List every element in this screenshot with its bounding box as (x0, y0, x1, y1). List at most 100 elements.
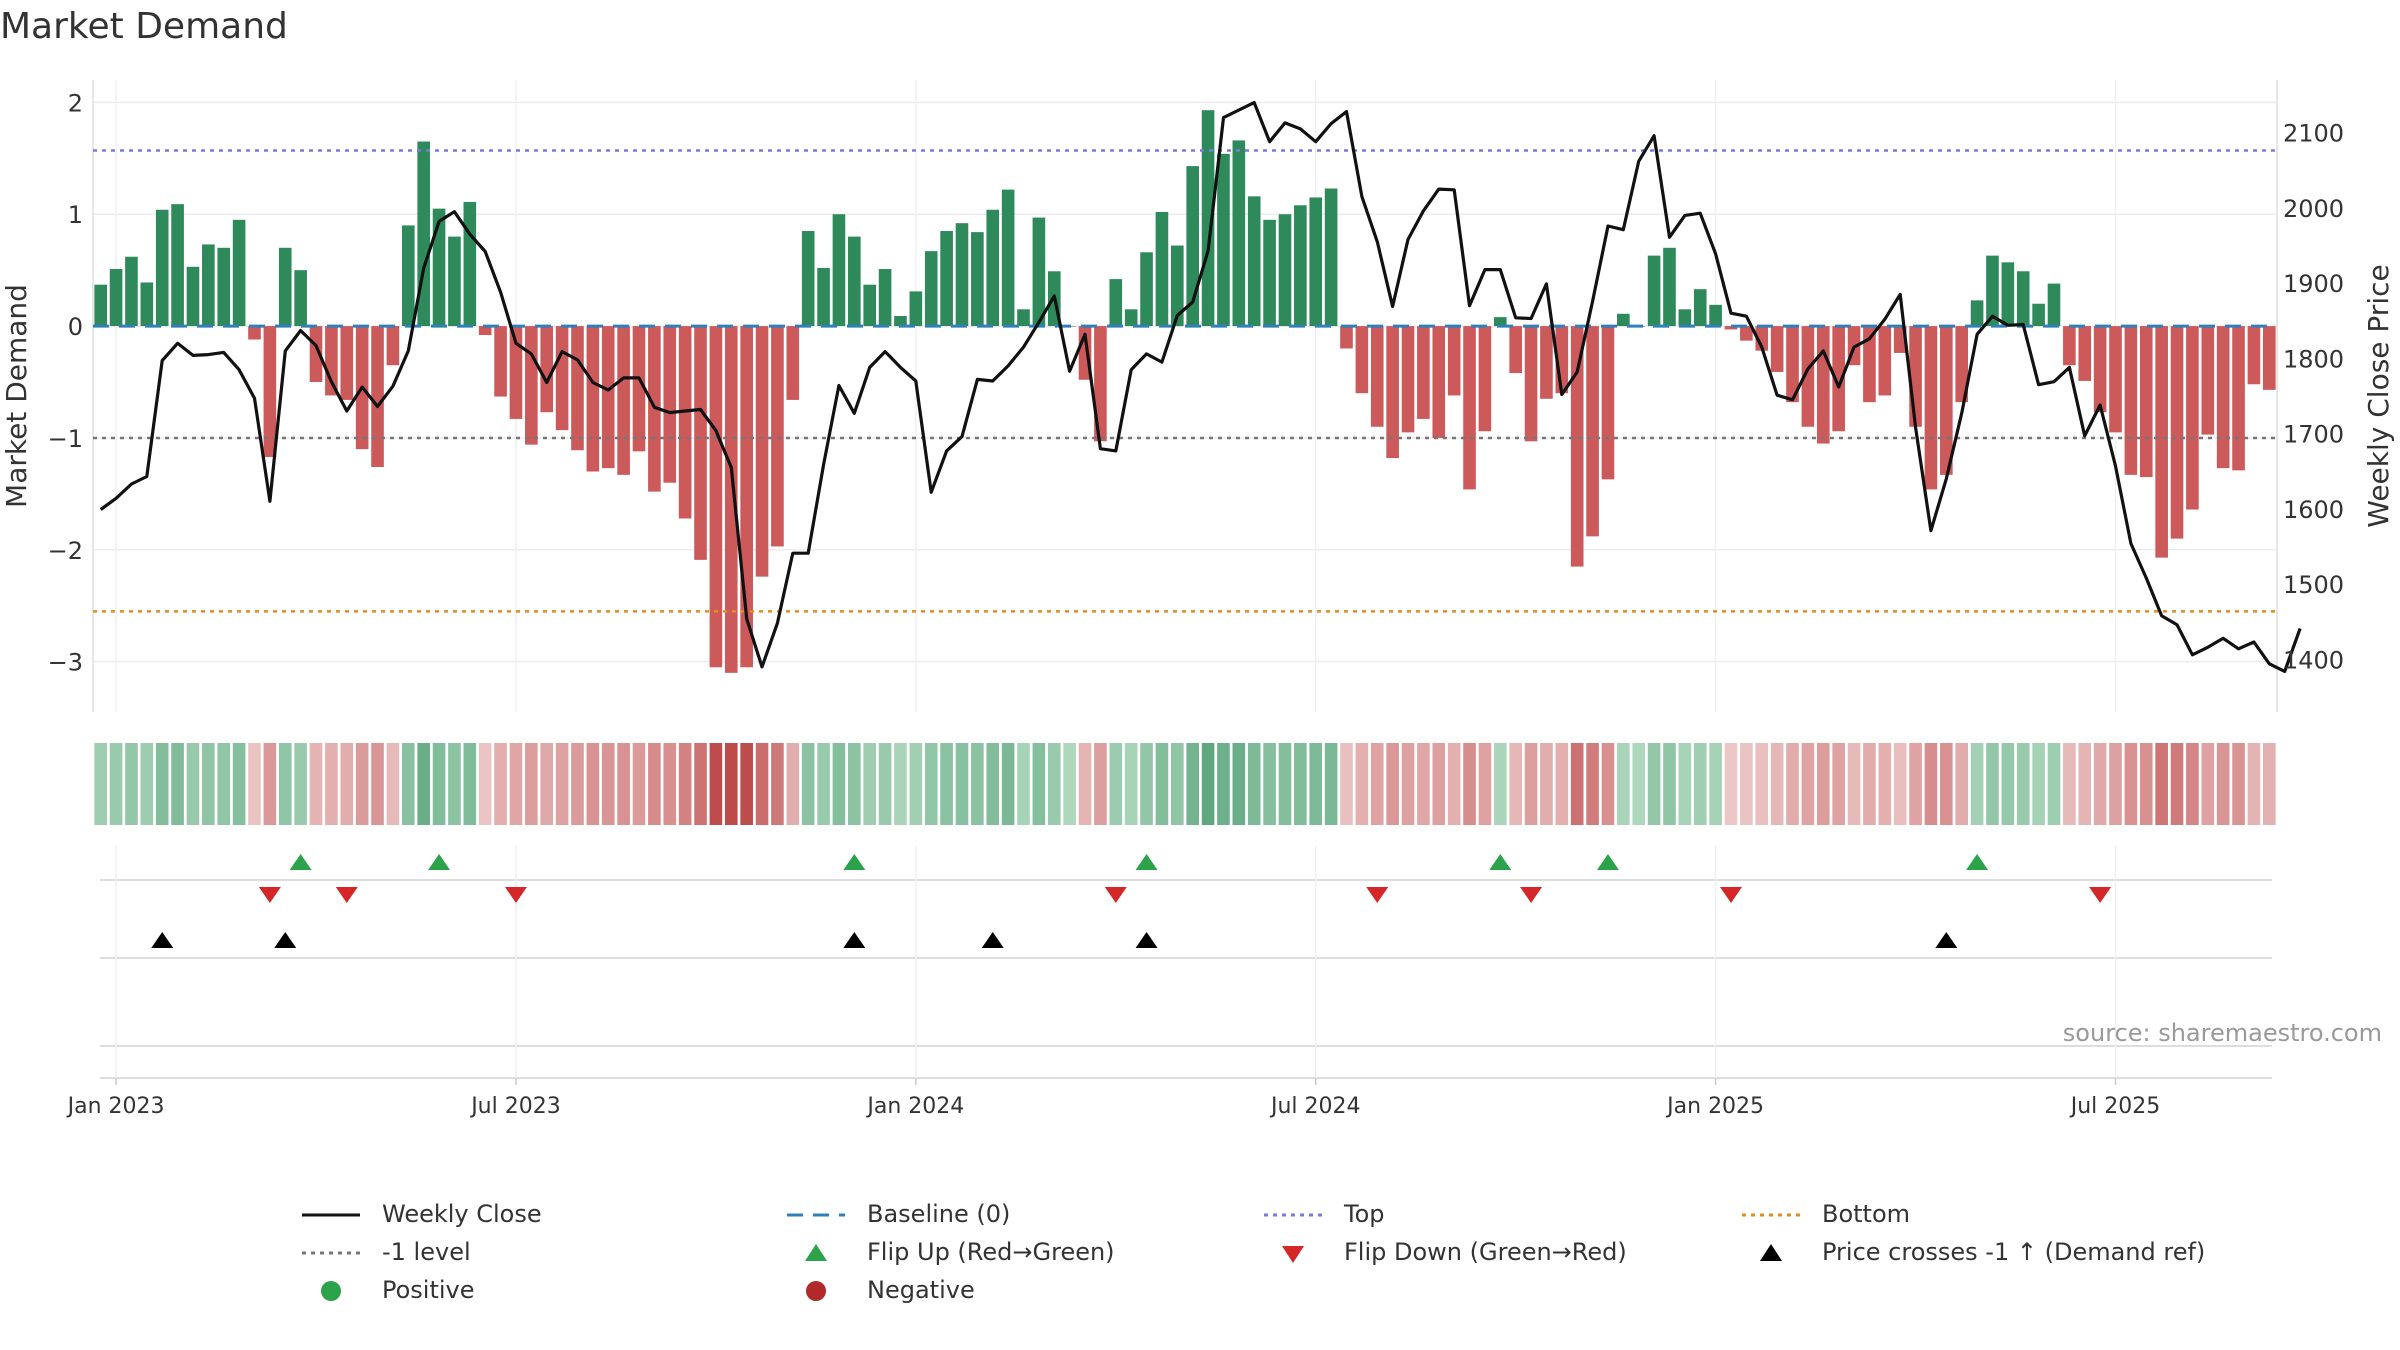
demand-bar (2124, 326, 2138, 475)
demand-bar (1001, 189, 1015, 327)
demand-bar (2186, 326, 2199, 510)
demand-bar (709, 326, 723, 668)
market-demand-chart: 2 1 0 −1 −2 −3 2100 2000 1900 1800 1700 1600 1500 140… (0, 80, 2395, 1119)
heat-strip-cell (2032, 743, 2045, 825)
demand-bar (863, 284, 877, 327)
demand-bar (1740, 326, 1753, 341)
demand-bar (1232, 140, 1246, 327)
demand-bar (371, 326, 384, 468)
heat-strip-cell (1709, 743, 1722, 825)
flip-down-legend-icon (1282, 1246, 1304, 1263)
flip-up-marker (289, 854, 312, 870)
heat-strip-cell (1032, 743, 1046, 825)
demand-bar (924, 251, 938, 327)
heat-strip-cell (1678, 743, 1692, 825)
demand-bar (1832, 326, 1845, 432)
heat-strip-cell (1832, 743, 1845, 825)
demand-bar (1201, 110, 1215, 327)
heat-strip-cell (1063, 743, 1076, 825)
heat-strip-cell (1509, 743, 1522, 825)
y-right-axis-label: Weekly Close Price (2362, 264, 2395, 527)
heat-strip-cell (848, 743, 861, 825)
demand-bar (448, 236, 461, 327)
heat-strip-cell (909, 743, 923, 825)
heat-strip-cell (1786, 743, 1799, 825)
demand-bar (1094, 326, 1107, 442)
demand-bar (2109, 326, 2122, 433)
heat-strip-cell (1524, 743, 1538, 825)
cross-marker (1935, 932, 1958, 948)
demand-bar (1724, 326, 1738, 330)
heat-strip-cell (1878, 743, 1892, 825)
heat-strip-cell (2186, 743, 2199, 825)
demand-bar (1509, 326, 1522, 374)
demand-bar (171, 204, 184, 327)
heat-strip-cell (278, 743, 292, 825)
flip-up-marker (428, 854, 451, 870)
heat-strip-cell (1094, 743, 1107, 825)
demand-bar (801, 231, 815, 327)
y-right-tick-label: 1500 (2283, 571, 2344, 599)
cross-marker (151, 932, 174, 948)
demand-bar (1432, 326, 1446, 438)
demand-bar (755, 326, 769, 577)
heat-strip-cell (648, 743, 661, 825)
heat-strip-cell (171, 743, 184, 825)
flip-up-marker (1489, 854, 1512, 870)
demand-bar (2201, 326, 2215, 435)
heat-strip-cell (525, 743, 538, 825)
x-tick-label: Jan 2025 (1665, 1094, 1764, 1119)
x-tick-label: Jan 2024 (865, 1094, 964, 1119)
heat-strip-cell (1355, 743, 1369, 825)
heat-strip-cell (1724, 743, 1738, 825)
demand-bar (1386, 326, 1399, 459)
heat-strip-cell (1001, 743, 1015, 825)
heat-strip-cell (1586, 743, 1599, 825)
heat-strip-cell (1171, 743, 1184, 825)
heat-strip-cell (217, 743, 231, 825)
demand-bar (1617, 313, 1630, 327)
demand-bar (2063, 326, 2076, 366)
demand-bar (94, 284, 107, 327)
demand-bar (2155, 326, 2168, 558)
heat-strip-cell (586, 743, 600, 825)
demand-bar (232, 219, 246, 327)
flip-down-marker (2089, 887, 2112, 903)
heat-strip-cell (771, 743, 784, 825)
flip-up-marker (1966, 854, 1989, 870)
heat-strip-cell (1417, 743, 1430, 825)
demand-bar (663, 326, 677, 483)
demand-bar (571, 326, 584, 451)
cross-marker (274, 932, 297, 948)
demand-bar (1370, 326, 1384, 427)
demand-bar (1601, 326, 1615, 480)
heat-strip-cell (940, 743, 953, 825)
demand-bar (1340, 326, 1353, 349)
demand-bar (678, 326, 692, 519)
heat-strip-cell (1847, 743, 1861, 825)
demand-bar (586, 326, 600, 472)
heat-strip-cell (1124, 743, 1138, 825)
y-right-tick-label: 1800 (2283, 345, 2344, 373)
heat-strip-cell (1663, 743, 1676, 825)
heat-strip-cell (1186, 743, 1199, 825)
demand-bar (1171, 245, 1184, 327)
heat-strip-cell (663, 743, 677, 825)
demand-bar (1309, 197, 1323, 327)
heat-strip-cell (1617, 743, 1630, 825)
heat-strip-cell (1924, 743, 1938, 825)
heat-strip-cell (1263, 743, 1276, 825)
demand-bar (1140, 252, 1153, 327)
demand-bar (832, 214, 846, 327)
demand-bar (1355, 326, 1369, 394)
demand-bar (1294, 205, 1307, 327)
y-right-tick-label: 1600 (2283, 496, 2344, 524)
heat-strip-cell (2001, 743, 2015, 825)
demand-bar (217, 247, 231, 327)
flip-up-marker (1596, 854, 1619, 870)
demand-bar (909, 291, 923, 327)
heat-strip-cell (971, 743, 984, 825)
heat-strip-cell (509, 743, 523, 825)
heat-strip-cell (417, 743, 430, 825)
flip-down-marker (1520, 887, 1543, 903)
